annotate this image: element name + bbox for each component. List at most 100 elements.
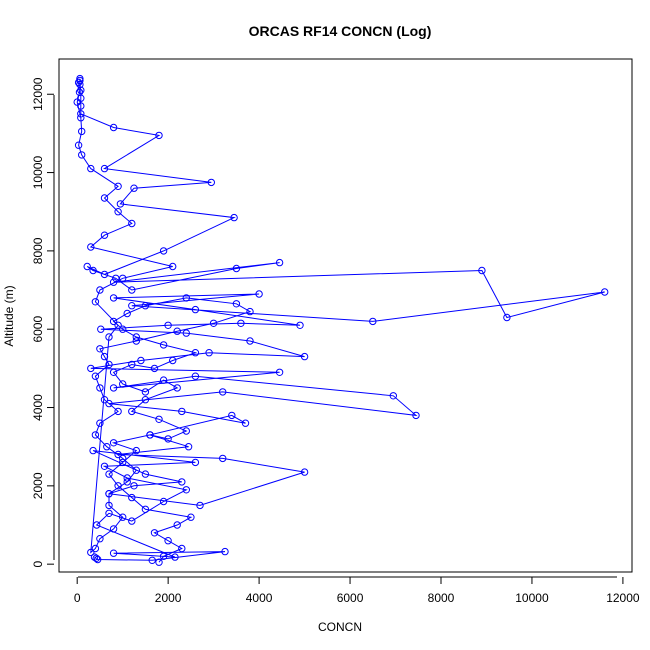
y-tick-label: 8000: [31, 237, 45, 264]
data-point: [178, 544, 186, 553]
chart-title: ORCAS RF14 CONCN (Log): [249, 23, 432, 39]
data-point: [300, 468, 309, 476]
data-point: [182, 486, 191, 494]
data-point: [230, 213, 238, 222]
data-point: [89, 446, 97, 455]
data-point: [182, 427, 191, 435]
data-point: [182, 329, 191, 337]
y-tick-label: 0: [31, 561, 45, 568]
x-tick-label: 4000: [246, 591, 273, 605]
data-point: [132, 333, 141, 341]
data-point: [109, 294, 118, 302]
data-point: [132, 337, 141, 345]
data-point: [191, 305, 200, 314]
data-point: [296, 321, 304, 329]
data-point: [205, 349, 213, 357]
data-point: [100, 352, 109, 361]
data-point: [155, 131, 163, 140]
y-tick-label: 4000: [31, 394, 45, 421]
data-point: [105, 470, 113, 478]
data-point: [73, 98, 81, 106]
data-point: [109, 525, 118, 533]
data-point: [77, 114, 85, 122]
data-point: [128, 517, 136, 525]
data-point: [141, 388, 150, 396]
data-point: [503, 313, 511, 322]
data-point: [150, 364, 159, 373]
data-point: [300, 352, 309, 361]
data-point: [100, 231, 109, 239]
y-tick-label: 6000: [31, 316, 45, 343]
data-point: [105, 399, 113, 408]
data-point: [77, 86, 85, 95]
data-point: [169, 262, 177, 271]
plot-frame: [58, 58, 633, 573]
data-point: [105, 333, 113, 341]
data-point: [89, 266, 97, 275]
data-point: [100, 194, 109, 202]
data-point: [87, 243, 95, 251]
data-point: [155, 558, 163, 566]
data-point: [232, 264, 241, 273]
data-point: [155, 415, 163, 423]
data-point: [478, 266, 486, 275]
data-point: [78, 127, 86, 136]
data-point: [114, 450, 122, 459]
data-point: [389, 392, 397, 400]
x-tick-label: 2000: [155, 591, 182, 605]
x-axis-ticks: 0 2000 4000 6000 8000 10000 12000: [74, 577, 640, 605]
data-point: [109, 278, 118, 286]
data-point: [219, 388, 227, 396]
data-point: [128, 493, 136, 502]
data-point: [246, 307, 254, 316]
data-point: [100, 462, 109, 470]
data-point: [146, 431, 154, 439]
data-point: [207, 178, 216, 187]
data-point: [96, 419, 104, 427]
data-point: [164, 537, 172, 545]
data-point: [159, 497, 168, 506]
data-point: [119, 380, 127, 388]
data-point: [164, 435, 172, 443]
data-point: [109, 549, 118, 557]
data-point: [191, 458, 200, 467]
data-point: [76, 76, 84, 85]
data-point: [219, 454, 227, 463]
x-tick-label: 10000: [515, 591, 549, 605]
series-line: [76, 82, 252, 563]
data-point: [187, 513, 195, 521]
data-point: [116, 200, 125, 208]
data-point: [105, 501, 113, 510]
x-tick-label: 12000: [606, 591, 640, 605]
y-axis-ticks: 0 2000 4000 6000 8000 10000 12000: [31, 77, 54, 568]
data-point: [209, 319, 218, 327]
data-point: [132, 446, 141, 455]
data-point: [221, 547, 229, 556]
data-point: [255, 290, 263, 298]
series-layer: [73, 74, 609, 566]
data-point: [96, 345, 104, 353]
data-point: [91, 431, 100, 439]
data-point: [87, 364, 95, 373]
y-tick-label: 12000: [31, 77, 45, 111]
data-point: [105, 490, 113, 498]
data-point: [130, 482, 138, 490]
data-point: [87, 548, 95, 557]
data-point: [128, 219, 136, 228]
data-point: [275, 368, 284, 376]
data-point: [196, 501, 204, 510]
data-point: [119, 513, 127, 521]
data-point: [109, 368, 118, 376]
data-point: [114, 182, 122, 191]
y-axis-label: Altitude (m): [2, 285, 16, 346]
data-point: [159, 341, 168, 349]
data-point: [178, 478, 186, 486]
data-point: [96, 286, 104, 294]
data-point: [100, 270, 109, 279]
data-point: [178, 407, 186, 416]
data-point: [114, 321, 122, 329]
data-point: [91, 298, 100, 306]
data-point: [141, 505, 150, 513]
data-point: [109, 317, 118, 326]
